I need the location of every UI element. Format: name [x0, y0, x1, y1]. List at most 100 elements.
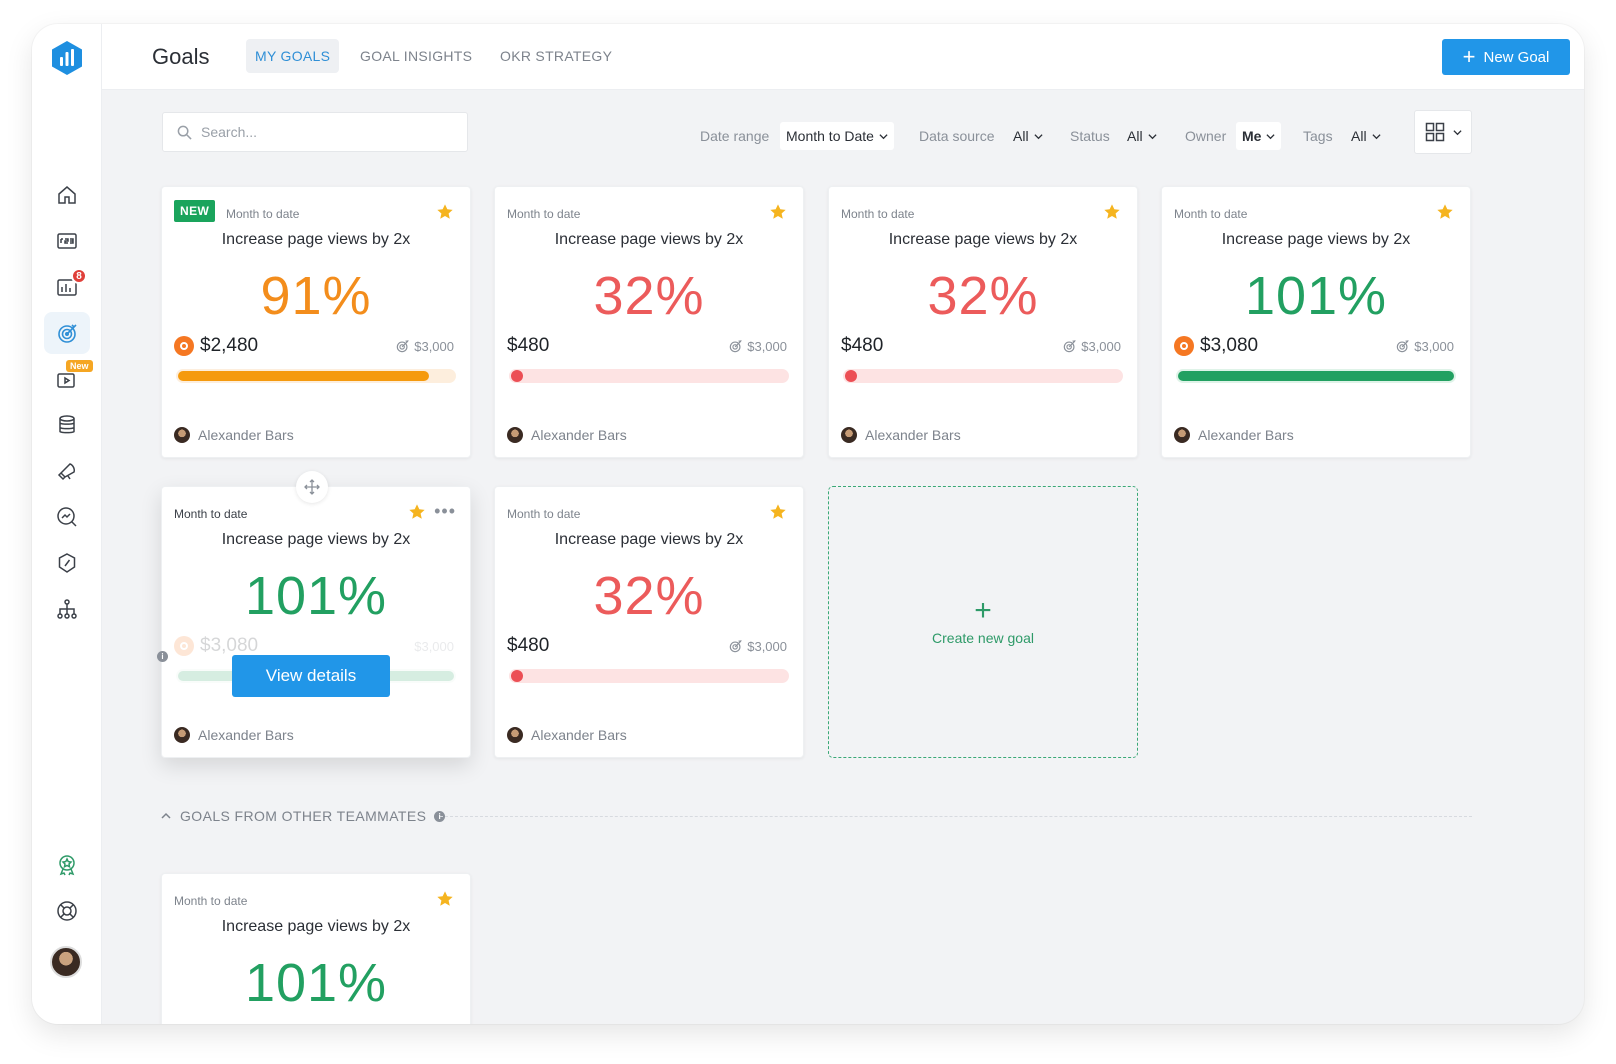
date-range-select[interactable]: Month to Date: [780, 122, 894, 150]
nav-explore[interactable]: [44, 496, 90, 538]
star-icon[interactable]: [436, 890, 454, 908]
new-badge: NEW: [174, 200, 216, 222]
goal-value-row: $3,080 $3,000: [174, 635, 454, 657]
star-icon[interactable]: [436, 203, 454, 221]
org-chart-icon: [57, 599, 77, 619]
chevron-down-icon: [879, 133, 888, 139]
owner-name: Alexander Bars: [865, 427, 961, 443]
nav-videos[interactable]: New: [44, 358, 93, 400]
target-icon: [396, 339, 409, 353]
owner-avatar: [174, 427, 190, 443]
data-source-label: Data source: [919, 128, 995, 144]
target-icon: [58, 324, 77, 343]
view-details-button[interactable]: View details: [232, 655, 390, 697]
goal-title: Increase page views by 2x: [1221, 231, 1411, 248]
section-label: GOALS FROM OTHER TEAMMATES: [180, 808, 427, 824]
goal-card[interactable]: NEW Month to date Increase page views by…: [161, 186, 471, 458]
star-icon[interactable]: [408, 503, 426, 521]
hubspot-icon: [174, 336, 194, 356]
date-range-value: Month to Date: [786, 128, 874, 144]
goal-card[interactable]: Month to date Increase page views by 2x …: [828, 186, 1138, 458]
teammate-goal-card[interactable]: Month to date Increase page views by 2x …: [161, 873, 471, 1024]
nav-goals[interactable]: [44, 312, 90, 354]
goal-card[interactable]: Month to date Increase page views by 2x …: [1161, 186, 1471, 458]
star-icon[interactable]: [1103, 203, 1121, 221]
target-icon: [1063, 339, 1076, 353]
goal-current-value: $3,080: [1200, 335, 1259, 356]
star-icon[interactable]: [769, 203, 787, 221]
search-input[interactable]: Search...: [201, 124, 258, 140]
nav-data[interactable]: [44, 404, 90, 446]
goal-current-value: $3,080: [200, 635, 259, 656]
goal-progress-bar: [176, 369, 456, 383]
page-title: Goals: [152, 44, 210, 69]
plus-icon: +: [1462, 44, 1476, 69]
goal-card[interactable]: Month to date Increase page views by 2x …: [494, 486, 804, 758]
grid-view-icon: [1425, 122, 1444, 142]
layout-toggle-button[interactable]: [1414, 110, 1472, 154]
top-bar: Goals MY GOALS GOAL INSIGHTS OKR STRATEG…: [102, 24, 1584, 90]
teammates-section-toggle[interactable]: GOALS FROM OTHER TEAMMATES i: [160, 808, 446, 824]
goal-percent: 101%: [244, 953, 388, 1013]
goal-target-value: $3,000: [414, 338, 454, 354]
search-icon: [177, 125, 192, 140]
info-icon[interactable]: i: [157, 651, 168, 662]
nav-achievements[interactable]: [44, 844, 90, 886]
goal-target-value: $3,000: [1081, 338, 1121, 354]
goal-progress-dot: [511, 670, 523, 682]
goal-target-value: $3,000: [1414, 338, 1454, 354]
tab-goal-insights[interactable]: GOAL INSIGHTS: [360, 48, 473, 64]
notification-badge: 8: [71, 268, 87, 284]
owner-avatar: [507, 427, 523, 443]
goal-owner: Alexander Bars: [507, 727, 627, 743]
award-icon: [59, 855, 75, 876]
tags-value: All: [1351, 128, 1367, 144]
goal-percent: 32%: [927, 266, 1039, 326]
nav-hierarchy[interactable]: [44, 588, 90, 630]
goal-period: Month to date: [507, 507, 581, 521]
app-logo-icon[interactable]: [50, 40, 84, 76]
owner-select[interactable]: Me: [1236, 122, 1282, 150]
owner-avatar: [841, 427, 857, 443]
new-goal-button[interactable]: + New Goal: [1442, 39, 1570, 75]
star-icon[interactable]: [1436, 203, 1454, 221]
target-icon: [729, 639, 742, 653]
tab-okr-strategy[interactable]: OKR STRATEGY: [500, 48, 613, 64]
create-goal-tile[interactable]: + Create new goal: [828, 486, 1138, 758]
goal-progress-dot: [511, 370, 523, 382]
nav-metrics[interactable]: [44, 220, 90, 262]
chevron-down-icon: [1147, 133, 1157, 139]
goal-period: Month to date: [174, 507, 248, 521]
search-field[interactable]: Search...: [162, 112, 468, 152]
goal-current-value: $2,480: [200, 335, 259, 356]
goal-current-value: $480: [507, 635, 550, 656]
owner-avatar: [174, 727, 190, 743]
goal-period: Month to date: [507, 207, 581, 221]
info-icon[interactable]: i: [434, 810, 446, 822]
move-icon: [304, 479, 320, 495]
nav-help[interactable]: [44, 890, 90, 932]
goal-title: Increase page views by 2x: [221, 531, 411, 548]
goal-card[interactable]: Month to date Increase page views by 2x …: [494, 186, 804, 458]
nav-home[interactable]: [44, 174, 90, 216]
data-source-select[interactable]: All: [1007, 122, 1049, 150]
goal-current-value: $480: [841, 335, 884, 356]
tags-select[interactable]: All: [1345, 122, 1387, 150]
tab-my-goals[interactable]: MY GOALS: [246, 39, 340, 73]
goal-owner: Alexander Bars: [1174, 427, 1294, 443]
goal-current-value: $480: [507, 335, 550, 356]
user-avatar[interactable]: [50, 946, 82, 978]
goal-percent: 101%: [244, 566, 388, 626]
nav-alerts[interactable]: [44, 450, 90, 492]
goal-card-hovered[interactable]: Month to date ••• Increase page views by…: [157, 471, 471, 758]
status-select[interactable]: All: [1121, 122, 1163, 150]
number-counter-icon: [57, 233, 77, 249]
drag-handle[interactable]: [296, 471, 328, 503]
video-icon: [57, 373, 75, 388]
nav-dashboards[interactable]: 8: [44, 266, 90, 308]
nav-scorecards[interactable]: [44, 542, 90, 584]
more-options-icon[interactable]: •••: [434, 501, 456, 521]
sidebar: 8 New: [32, 24, 102, 1024]
owner-value: Me: [1242, 128, 1262, 144]
star-icon[interactable]: [769, 503, 787, 521]
